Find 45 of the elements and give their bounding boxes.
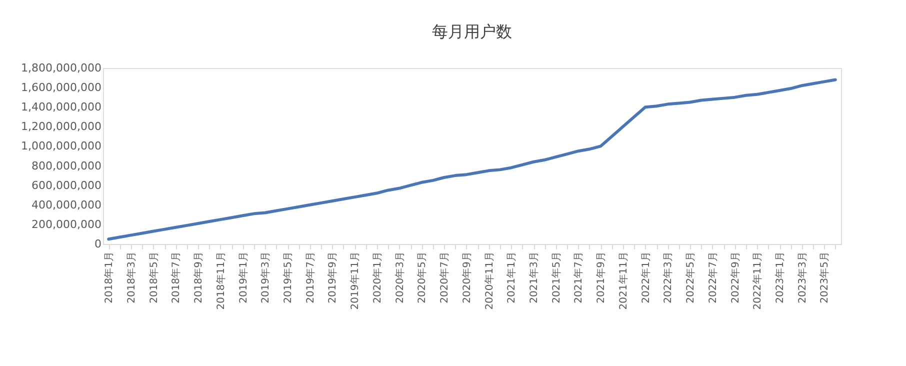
x-tick-label: 2020年3月 xyxy=(394,252,406,304)
x-tick-label: 2022年3月 xyxy=(662,252,674,304)
x-tick-label: 2021年3月 xyxy=(528,252,540,304)
x-tick-label: 2019年3月 xyxy=(260,252,272,304)
x-tick-label: 2019年9月 xyxy=(326,252,339,304)
x-tick-label: 2019年5月 xyxy=(282,252,294,304)
x-tick-label: 2023年5月 xyxy=(818,252,831,304)
y-tick-label: 200,000,000 xyxy=(32,218,102,231)
x-tick-label: 2020年5月 xyxy=(416,252,428,304)
chart-title: 每月用户数 xyxy=(432,22,512,41)
y-tick-label: 1,800,000,000 xyxy=(21,62,102,74)
x-tick-label: 2020年1月 xyxy=(371,252,384,304)
y-tick-label: 0 xyxy=(94,238,102,250)
x-tick-label: 2018年1月 xyxy=(103,252,116,304)
y-tick-label: 1,200,000,000 xyxy=(21,120,102,134)
x-tick-label: 2020年9月 xyxy=(460,252,473,304)
x-tick-label: 2022年9月 xyxy=(729,252,742,304)
x-tick-label: 2018年7月 xyxy=(170,252,182,304)
x-tick-label: 2018年5月 xyxy=(148,252,160,304)
x-tick-label: 2018年11月 xyxy=(214,252,227,310)
x-tick-label: 2021年11月 xyxy=(617,252,630,310)
x-tick-label: 2019年7月 xyxy=(304,252,316,304)
y-tick-label: 600,000,000 xyxy=(32,178,102,192)
x-tick-label: 2023年1月 xyxy=(774,252,786,304)
x-tick-label: 2023年3月 xyxy=(796,252,808,304)
x-tick-label: 2021年7月 xyxy=(572,252,585,304)
x-tick-label: 2021年5月 xyxy=(550,252,562,304)
line-series xyxy=(107,78,837,241)
x-tick-label: 2022年11月 xyxy=(752,252,764,310)
x-tick-label: 2022年1月 xyxy=(640,252,652,304)
x-tick-label: 2022年5月 xyxy=(684,252,697,304)
y-tick-label: 1,600,000,000 xyxy=(21,81,102,94)
y-tick-label: 1,400,000,000 xyxy=(21,100,102,114)
y-tick-label: 1,000,000,000 xyxy=(21,140,102,153)
x-tick-label: 2020年7月 xyxy=(438,252,451,304)
y-tick-label: 400,000,000 xyxy=(32,198,102,212)
x-tick-label: 2021年9月 xyxy=(595,252,608,304)
x-tick-label: 2020年11月 xyxy=(483,252,496,310)
x-tick-label: 2021年1月 xyxy=(506,252,518,304)
x-tick-label: 2018年9月 xyxy=(192,252,205,304)
x-tick-label: 2019年1月 xyxy=(237,252,250,304)
x-tick-label: 2018年3月 xyxy=(125,252,138,304)
y-tick-label: 800,000,000 xyxy=(32,159,102,172)
x-tick-label: 2019年11月 xyxy=(349,252,362,310)
x-tick-label: 2022年7月 xyxy=(706,252,719,304)
